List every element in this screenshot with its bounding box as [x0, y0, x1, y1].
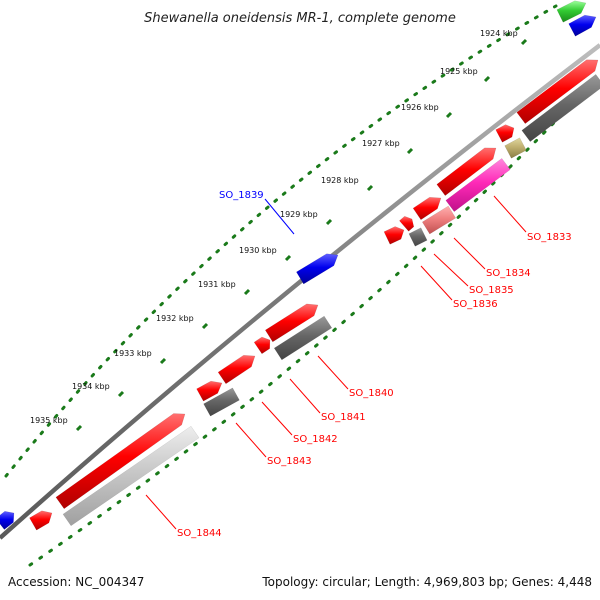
map-title: Shewanella oneidensis MR-1, complete gen…	[144, 11, 456, 26]
kbp-tick	[117, 390, 125, 398]
kbp-tick	[75, 424, 83, 432]
accession-text: Accession: NC_004347	[8, 575, 144, 589]
kbp-tick-label: 1926 kbp	[401, 103, 439, 112]
kbp-tick	[366, 184, 374, 192]
kbp-tick	[406, 147, 414, 155]
gene-feature-so-1841[interactable]	[217, 354, 256, 385]
kbp-tick-label: 1934 kbp	[72, 382, 110, 391]
genome-backbone	[0, 43, 600, 540]
gene-label-so-1840[interactable]: SO_1840	[349, 388, 394, 399]
kbp-tick-label: 1929 kbp	[280, 210, 318, 219]
kbp-tick	[325, 218, 333, 226]
gene-label-so-1841[interactable]: SO_1841	[321, 412, 366, 423]
gene-label-so-1843[interactable]: SO_1843	[267, 456, 312, 467]
kbp-tick-label: 1924 kbp	[480, 29, 518, 38]
kbp-tick	[520, 38, 528, 46]
kbp-tick	[284, 254, 292, 262]
gene-feature-so-1843[interactable]	[203, 387, 240, 417]
gene-feature-grey[interactable]	[521, 74, 600, 142]
kbp-tick	[243, 288, 251, 296]
leader-so-1839	[264, 198, 295, 235]
kbp-ticks	[75, 38, 528, 432]
kbp-tick-label: 1928 kbp	[321, 176, 359, 185]
gene-feature-so-1834[interactable]	[421, 205, 457, 235]
gene-feature-red[interactable]	[55, 413, 186, 510]
gene-label-so-1844[interactable]: SO_1844	[177, 528, 222, 539]
leader-so-1842	[261, 401, 293, 436]
gene-feature-so-1840[interactable]	[273, 315, 333, 361]
gene-features	[0, 0, 600, 531]
gene-label-so-1834[interactable]: SO_1834	[486, 268, 531, 279]
gene-feature-red[interactable]	[253, 336, 271, 355]
kbp-tick-label: 1932 kbp	[156, 314, 194, 323]
gene-label-so-1839[interactable]: SO_1839	[219, 190, 264, 201]
gene-feature-red[interactable]	[383, 226, 405, 245]
gene-label-so-1835[interactable]: SO_1835	[469, 285, 514, 296]
kbp-tick	[445, 111, 453, 119]
kbp-tick-label: 1933 kbp	[114, 349, 152, 358]
inner-dotted-ring	[28, 78, 597, 567]
kbp-tick-label: 1935 kbp	[30, 416, 68, 425]
gene-feature-so-1839[interactable]	[296, 253, 339, 285]
gene-feature-red[interactable]	[516, 59, 599, 124]
gene-labels: SO_1839 SO_1833 SO_1834 SO_1835 SO_1836 …	[177, 190, 572, 539]
gene-feature-top-blue[interactable]	[568, 14, 597, 37]
leader-so-1843	[235, 422, 267, 458]
genome-summary-text: Topology: circular; Length: 4,969,803 bp…	[261, 575, 592, 589]
gene-feature-red[interactable]	[29, 510, 53, 531]
kbp-tick-labels: 1924 kbp 1925 kbp 1926 kbp 1927 kbp 1928 kbp…	[30, 29, 518, 425]
gene-feature-left-blue[interactable]	[0, 511, 15, 530]
kbp-tick-label: 1930 kbp	[239, 246, 277, 255]
kbp-tick-label: 1931 kbp	[198, 280, 236, 289]
kbp-tick	[201, 322, 209, 330]
gene-feature-so-1842[interactable]	[196, 380, 223, 402]
leader-so-1844	[145, 494, 177, 530]
gene-label-leaders	[145, 195, 527, 530]
gene-feature-red[interactable]	[412, 196, 442, 221]
gene-feature-red[interactable]	[399, 215, 415, 232]
gene-feature-red[interactable]	[495, 124, 515, 143]
gene-feature-so-1833[interactable]	[445, 158, 511, 212]
leader-so-1834	[453, 237, 486, 270]
leader-so-1841	[289, 378, 321, 414]
gene-label-so-1833[interactable]: SO_1833	[527, 232, 572, 243]
leader-so-1833	[493, 195, 527, 233]
kbp-tick	[159, 357, 167, 365]
leader-so-1840	[317, 355, 349, 390]
gene-feature-olive[interactable]	[504, 137, 527, 159]
gene-feature-so-1844[interactable]	[62, 425, 200, 527]
gene-label-so-1842[interactable]: SO_1842	[293, 434, 338, 445]
leader-so-1835	[433, 253, 469, 287]
gene-feature-so-1835[interactable]	[408, 227, 428, 247]
gene-label-so-1836[interactable]: SO_1836	[453, 299, 498, 310]
leader-so-1836	[420, 265, 453, 301]
kbp-tick-label: 1927 kbp	[362, 139, 400, 148]
kbp-tick	[483, 75, 491, 83]
outer-dotted-ring	[4, 4, 558, 478]
gene-feature-red[interactable]	[264, 303, 319, 343]
gene-feature-red[interactable]	[436, 147, 497, 196]
gene-feature-top-green[interactable]	[556, 0, 587, 23]
kbp-tick-label: 1925 kbp	[440, 67, 478, 76]
